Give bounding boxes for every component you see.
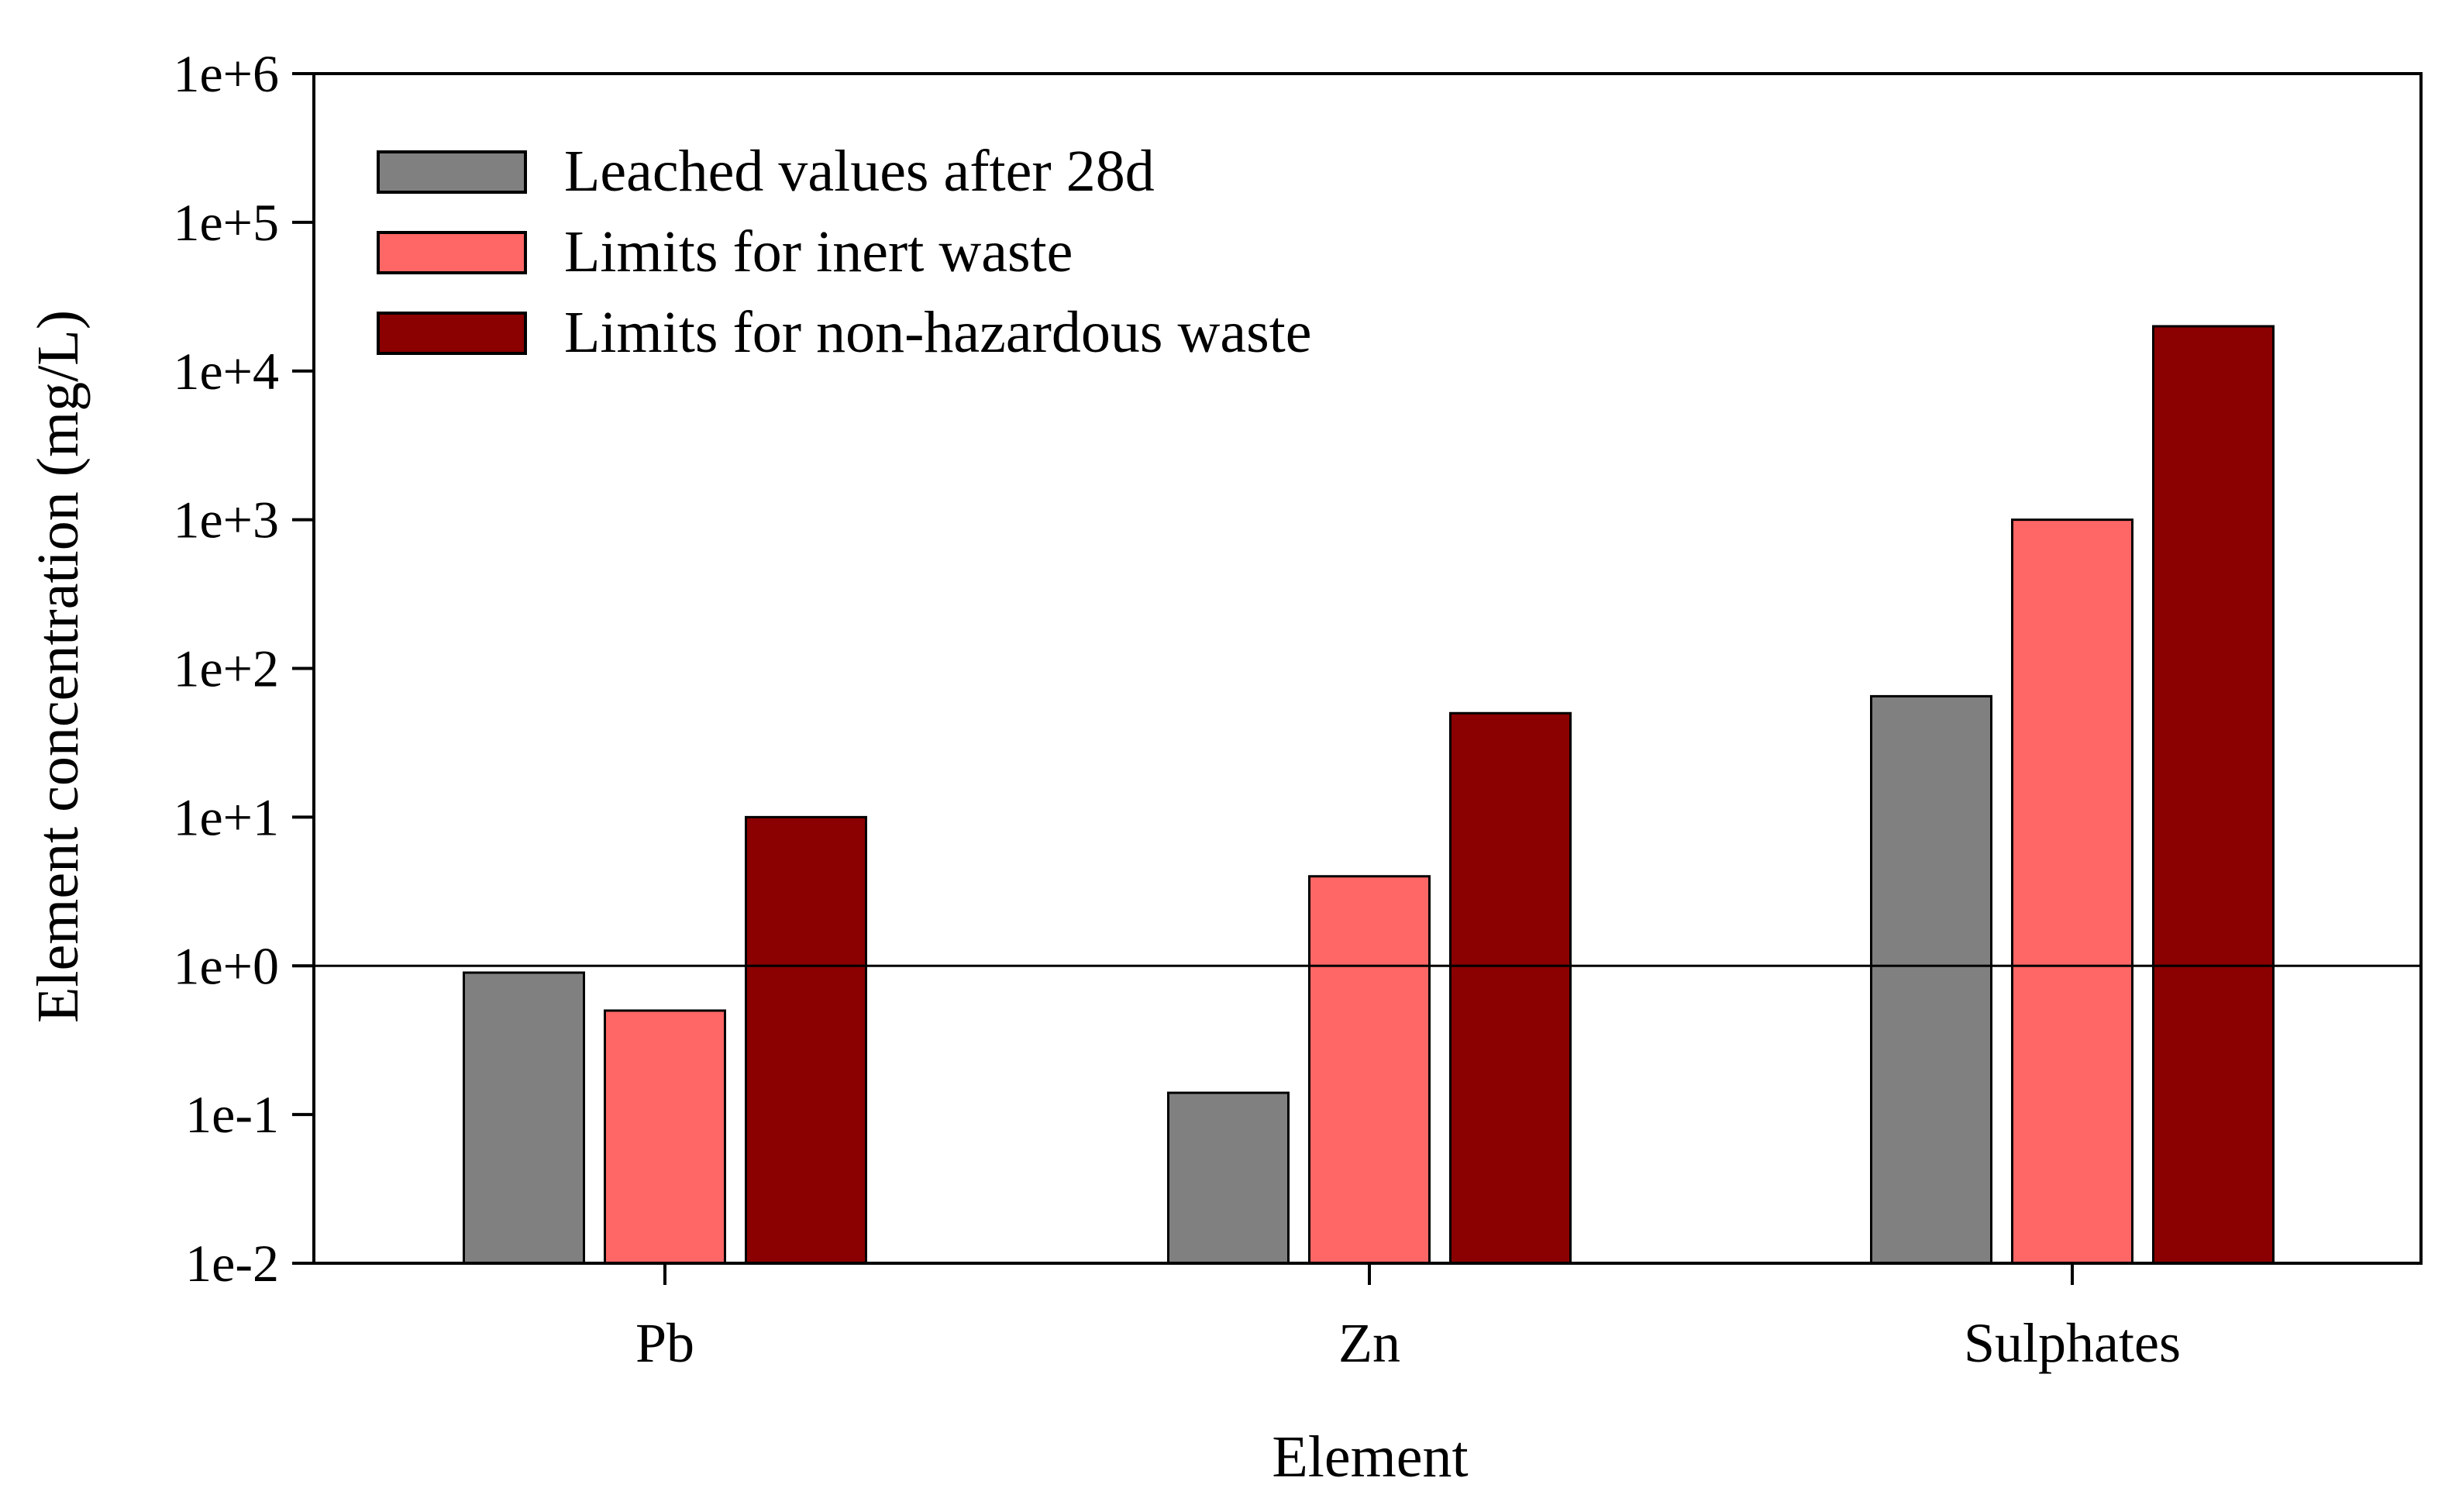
y-axis-ticks: 1e-2 1e-1 1e+0 1e+1 1e+2 1e+3 1e+4 1e+5 1e+6: [173, 44, 314, 1293]
y-tick-label: 1e-2: [185, 1234, 279, 1293]
x-tick-label: Zn: [1338, 1312, 1400, 1374]
y-tick-label: 1e+0: [173, 936, 279, 995]
bar-zn-series-2: [1308, 875, 1431, 1265]
legend-swatch: [377, 312, 527, 355]
y-axis-title: Element concentration (mg/L): [26, 310, 91, 1023]
y-tick-label: 1e-1: [185, 1085, 279, 1144]
x-axis-title: Element: [1272, 1424, 1468, 1490]
y-tick-label: 1e+4: [173, 342, 279, 401]
legend-label: Leached values after 28d: [564, 139, 1155, 204]
x-axis-ticks: Pb Zn Sulphates: [635, 1263, 2181, 1374]
bar-zn-series-1: [1167, 1091, 1290, 1265]
x-tick-label: Pb: [635, 1312, 694, 1374]
bar-pb-series-1: [463, 971, 585, 1265]
legend: Leached values after 28d Limits for inert…: [377, 139, 1312, 365]
legend-swatch: [377, 150, 527, 194]
bar-pb-series-3: [745, 815, 867, 1265]
bar-zn-series-3: [1449, 711, 1572, 1265]
legend-swatch: [377, 231, 527, 274]
x-tick-label: Sulphates: [1964, 1312, 2181, 1374]
y-tick-label: 1e+3: [173, 491, 279, 549]
bars-group: [463, 325, 2275, 1265]
bar-sulphates-series-1: [1870, 694, 1992, 1265]
bar-pb-series-2: [604, 1009, 726, 1265]
y-tick-label: 1e+2: [173, 639, 279, 698]
y-tick-label: 1e+5: [173, 193, 279, 252]
bar-sulphates-series-2: [2011, 518, 2133, 1265]
legend-label: Limits for non-hazardous waste: [564, 300, 1312, 365]
y-tick-label: 1e+1: [173, 787, 279, 846]
y-tick-label: 1e+6: [173, 44, 279, 103]
bar-sulphates-series-3: [2152, 325, 2275, 1265]
legend-label: Limits for inert waste: [564, 219, 1073, 284]
